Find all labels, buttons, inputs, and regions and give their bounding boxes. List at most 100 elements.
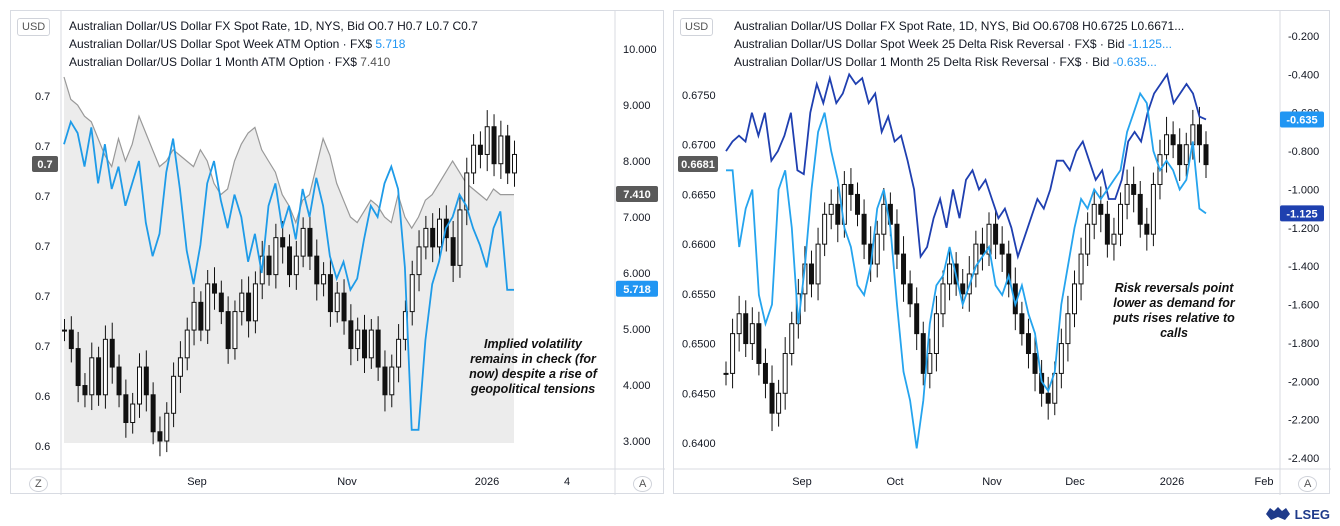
right-tick-label: -2.000: [1288, 376, 1319, 388]
right-tick-label: -1.400: [1288, 261, 1319, 273]
candle-body: [109, 338, 115, 368]
candle-body: [1085, 223, 1091, 255]
right-annotation: Risk reversals point lower as demand for…: [1113, 281, 1235, 340]
candle-body: [130, 403, 136, 424]
candle-body: [300, 227, 306, 257]
right-tick-label: 9.000: [623, 100, 651, 112]
candle-body: [437, 218, 442, 248]
left-legend-spot[interactable]: Australian Dollar/US Dollar FX Spot Rate…: [69, 17, 478, 35]
right-tick-label: -1.200: [1288, 223, 1319, 235]
month-rr-line: [725, 72, 1207, 260]
right-tick-label: -0.200: [1288, 31, 1319, 43]
right-tick-label: 8.000: [623, 156, 651, 168]
month-rr-badge: -0.635: [1286, 114, 1317, 126]
right-legend-month-rr[interactable]: Australian Dollar/US Dollar 1 Month 25 D…: [734, 53, 1184, 71]
candle-body: [743, 313, 749, 345]
lseg-bull-icon: [1265, 507, 1290, 520]
candle-body: [1032, 353, 1038, 374]
candle-body: [382, 366, 388, 396]
right-chart-svg: 0.6750 0.6700 0.6650 0.6600 0.6550 0.6500 0.64…: [674, 11, 1331, 495]
candle-body: [423, 227, 429, 248]
candle-body: [940, 283, 946, 315]
candle-body: [239, 292, 245, 313]
candle-body: [137, 366, 142, 405]
right-legend-spot[interactable]: Australian Dollar/US Dollar FX Spot Rate…: [734, 17, 1184, 35]
candle-body: [1124, 183, 1130, 205]
left-auto-scale-chip[interactable]: A: [633, 476, 653, 492]
candle-body: [362, 329, 367, 359]
candle-body: [986, 223, 992, 255]
candle-body: [920, 333, 926, 374]
left-tick-label: 0.6600: [682, 239, 716, 251]
candle-body: [409, 274, 415, 313]
candle-body: [396, 338, 402, 368]
candle-body: [1104, 213, 1110, 245]
candle-body: [191, 301, 197, 331]
candle-body: [457, 209, 463, 266]
legend-value: -0.635...: [1112, 55, 1157, 69]
candle-body: [723, 372, 729, 375]
candle-body: [762, 362, 768, 384]
candle-body: [1118, 203, 1124, 235]
candle-body: [999, 243, 1005, 255]
candle-body: [933, 313, 939, 355]
candle-body: [828, 203, 834, 215]
candle-body: [1164, 134, 1170, 156]
candle-body: [355, 329, 361, 350]
right-tick-label: 10.000: [623, 44, 657, 56]
candle-body: [430, 227, 436, 248]
right-auto-scale-chip[interactable]: A: [1298, 476, 1318, 492]
candle-body: [484, 126, 490, 155]
candle-body: [769, 382, 775, 414]
candle-body: [1111, 233, 1117, 245]
legend-value: 7.410: [360, 55, 391, 69]
candle-body: [293, 255, 299, 276]
candle-body: [1196, 124, 1202, 146]
right-currency-chip[interactable]: USD: [680, 18, 714, 36]
candle-body: [808, 263, 814, 285]
candle-body: [1177, 144, 1183, 166]
candle-body: [416, 246, 422, 276]
time-tick-label: Sep: [792, 476, 812, 488]
candle-body: [280, 237, 286, 248]
legend-value: -1.125...: [1127, 37, 1172, 51]
candle-body: [1045, 392, 1051, 404]
candle-body: [82, 385, 88, 396]
candle-body: [512, 153, 517, 174]
candle-body: [171, 375, 177, 414]
right-legend-week-rr[interactable]: Australian Dollar/US Dollar Spot Week 25…: [734, 35, 1184, 53]
price-badge: 0.7: [37, 159, 52, 171]
legend-text: Australian Dollar/US Dollar Spot Week AT…: [69, 37, 376, 51]
month-atm-badge-bg: [616, 186, 658, 203]
left-zoom-chip[interactable]: Z: [29, 476, 48, 492]
left-legend-week-atm[interactable]: Australian Dollar/US Dollar Spot Week AT…: [69, 35, 478, 53]
candle-body: [1203, 144, 1209, 166]
legend-text: Australian Dollar/US Dollar Spot Week 25…: [734, 37, 1128, 51]
candle-body: [960, 283, 966, 295]
right-tick-label: -1.000: [1288, 184, 1319, 196]
candle-body: [218, 292, 224, 313]
candle-body: [96, 357, 102, 396]
candle-body: [1098, 203, 1104, 215]
left-currency-chip[interactable]: USD: [17, 18, 51, 36]
time-tick-label: 4: [564, 476, 570, 488]
candle-body: [389, 366, 395, 396]
right-tick-label: 4.000: [623, 380, 651, 392]
candle-body: [1091, 203, 1097, 225]
candle-body: [375, 329, 381, 368]
left-legend-month-atm[interactable]: Australian Dollar/US Dollar 1 Month ATM …: [69, 53, 478, 71]
candle-body: [1006, 253, 1012, 285]
candle-body: [973, 243, 979, 275]
left-tick-label: 0.6550: [682, 289, 716, 301]
time-tick-label: 2026: [475, 476, 499, 488]
right-tick-label: 5.000: [623, 324, 651, 336]
candle-body: [736, 313, 742, 335]
candle-body: [212, 283, 217, 294]
month-rr-badge-bg: [1280, 111, 1324, 128]
candle-body: [822, 213, 828, 245]
legend-text: Australian Dollar/US Dollar 1 Month ATM …: [69, 55, 361, 69]
left-tick-label: 0.7: [35, 191, 50, 203]
left-tick-label: 0.6450: [682, 388, 716, 400]
candle-body: [1170, 134, 1176, 146]
candle-body: [993, 223, 999, 245]
